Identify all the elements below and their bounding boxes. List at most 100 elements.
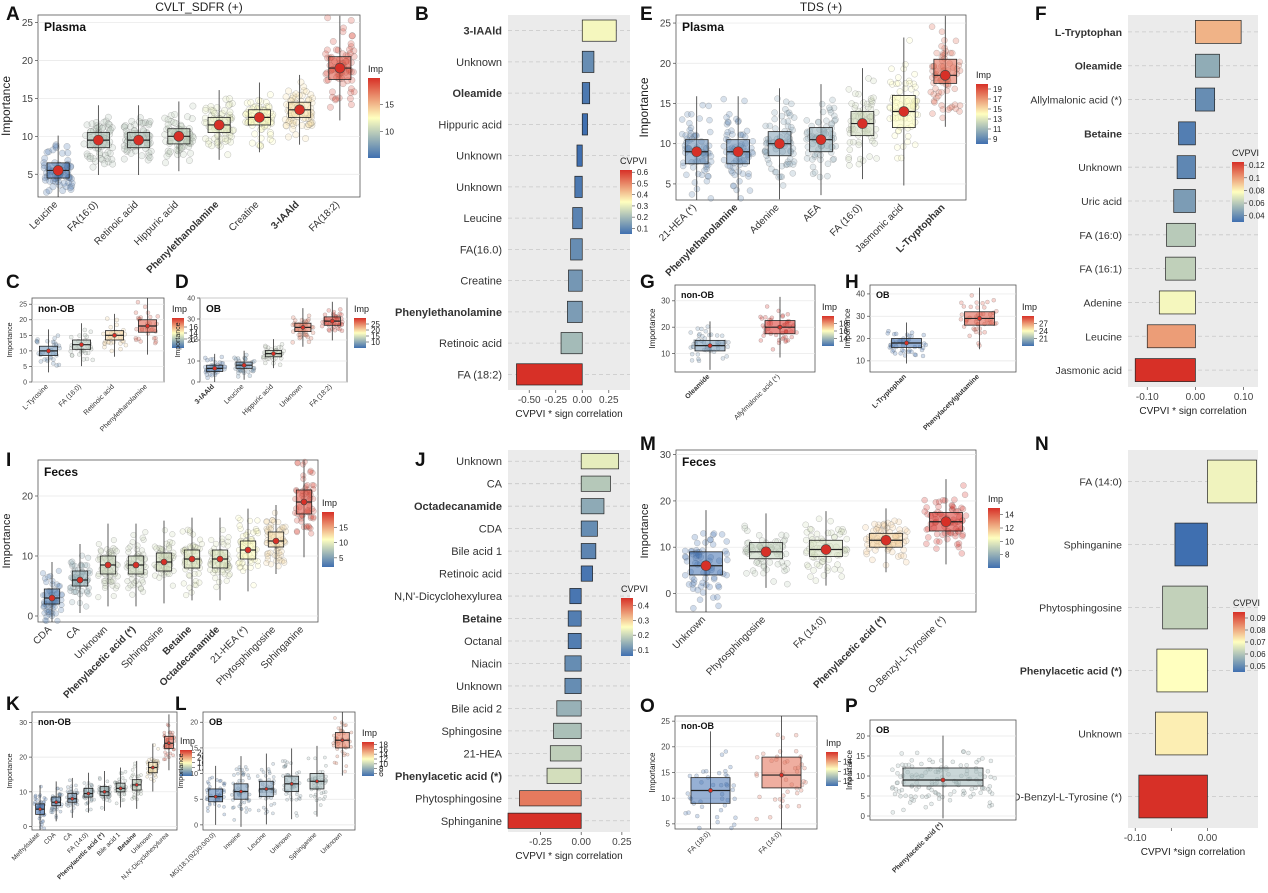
data-point bbox=[205, 357, 210, 363]
y-axis-label: Importance bbox=[175, 322, 182, 357]
data-point bbox=[958, 550, 966, 557]
data-point bbox=[221, 107, 228, 114]
data-point bbox=[987, 800, 993, 805]
data-point bbox=[980, 301, 985, 306]
data-point bbox=[48, 355, 53, 361]
data-point bbox=[982, 305, 987, 310]
median-dot bbox=[46, 348, 51, 354]
median-dot bbox=[48, 594, 56, 602]
data-point bbox=[758, 338, 764, 343]
data-point bbox=[58, 149, 66, 157]
data-point bbox=[85, 554, 92, 561]
data-point bbox=[95, 594, 102, 601]
x-tick-label: 0.00 bbox=[1186, 392, 1206, 403]
data-point bbox=[110, 577, 117, 584]
data-point bbox=[710, 594, 717, 601]
y-category-label: Phenylacetic acid (*) bbox=[1020, 666, 1122, 678]
data-point bbox=[707, 536, 714, 544]
data-point bbox=[271, 762, 275, 766]
data-point bbox=[788, 100, 795, 108]
data-point bbox=[911, 70, 918, 78]
data-point bbox=[145, 310, 151, 315]
legend-title: CVPVI bbox=[1233, 598, 1260, 608]
legend-tick-label: 0.3 bbox=[638, 616, 650, 625]
data-point bbox=[784, 580, 791, 588]
data-point bbox=[169, 539, 176, 546]
data-point bbox=[761, 751, 766, 756]
data-point bbox=[99, 123, 107, 131]
data-point bbox=[276, 345, 282, 350]
median-dot bbox=[79, 342, 84, 347]
data-point bbox=[730, 182, 737, 190]
bar bbox=[553, 722, 582, 739]
data-point bbox=[109, 348, 114, 354]
data-point bbox=[723, 114, 730, 121]
data-point bbox=[327, 103, 334, 111]
y-axis-label: Importance bbox=[0, 76, 13, 136]
data-point bbox=[780, 314, 785, 319]
y-axis-label: Importance bbox=[178, 753, 185, 788]
data-point bbox=[267, 769, 272, 774]
data-point bbox=[705, 324, 710, 329]
data-point bbox=[56, 583, 63, 590]
x-tick-label: 0.00 bbox=[573, 395, 593, 406]
x-tick-label: Retinoic acid bbox=[83, 383, 116, 416]
x-tick-label: Hippuric acid bbox=[241, 383, 275, 417]
data-point bbox=[959, 533, 966, 540]
data-point bbox=[731, 783, 736, 788]
data-point bbox=[741, 97, 748, 105]
data-point bbox=[290, 322, 296, 328]
data-point bbox=[919, 761, 924, 767]
data-point bbox=[694, 539, 701, 547]
legend-tick-label: 0.12 bbox=[1249, 161, 1265, 170]
bar bbox=[567, 300, 583, 323]
data-point bbox=[933, 530, 941, 538]
data-point bbox=[102, 344, 107, 350]
data-point bbox=[292, 131, 300, 139]
median-dot bbox=[151, 765, 155, 770]
x-tick-label: Creatine bbox=[227, 199, 262, 234]
data-point bbox=[823, 117, 830, 124]
data-point bbox=[86, 155, 94, 162]
data-point bbox=[780, 563, 788, 570]
data-point bbox=[318, 803, 323, 807]
data-point bbox=[299, 317, 305, 323]
data-point bbox=[297, 332, 303, 338]
data-point bbox=[338, 307, 343, 312]
panel-letter: D bbox=[175, 272, 189, 293]
data-point bbox=[770, 347, 776, 352]
data-point bbox=[83, 603, 90, 610]
data-point bbox=[236, 522, 243, 529]
data-point bbox=[121, 145, 129, 153]
data-point bbox=[682, 132, 689, 139]
data-point bbox=[166, 723, 171, 728]
y-tick-label: 5 bbox=[861, 792, 866, 801]
data-point bbox=[147, 314, 153, 320]
x-tick-label: Inosine bbox=[223, 831, 243, 851]
bar bbox=[580, 453, 619, 470]
data-point bbox=[206, 809, 210, 813]
median-dot bbox=[167, 741, 171, 746]
y-category-label: Bile acid 1 bbox=[451, 546, 502, 558]
y-tick-label: 30 bbox=[660, 450, 672, 461]
legend-tick-label: 0.08 bbox=[1250, 626, 1266, 635]
legend-title: Imp bbox=[988, 494, 1003, 504]
data-point bbox=[161, 131, 169, 138]
x-tick-label: -0.10 bbox=[1124, 833, 1147, 844]
data-point bbox=[305, 121, 313, 129]
data-point bbox=[255, 774, 260, 778]
data-point bbox=[55, 567, 62, 574]
data-point bbox=[313, 811, 318, 815]
color-scale-bar bbox=[620, 170, 632, 234]
data-point bbox=[783, 334, 788, 340]
data-point bbox=[128, 117, 136, 125]
data-point bbox=[987, 804, 992, 809]
data-point bbox=[179, 150, 187, 158]
data-point bbox=[82, 781, 87, 785]
data-point bbox=[887, 78, 894, 86]
data-point bbox=[952, 789, 957, 794]
data-point bbox=[774, 560, 782, 568]
legend-tick-label: 0.09 bbox=[1250, 614, 1266, 623]
median-dot bbox=[774, 138, 785, 149]
